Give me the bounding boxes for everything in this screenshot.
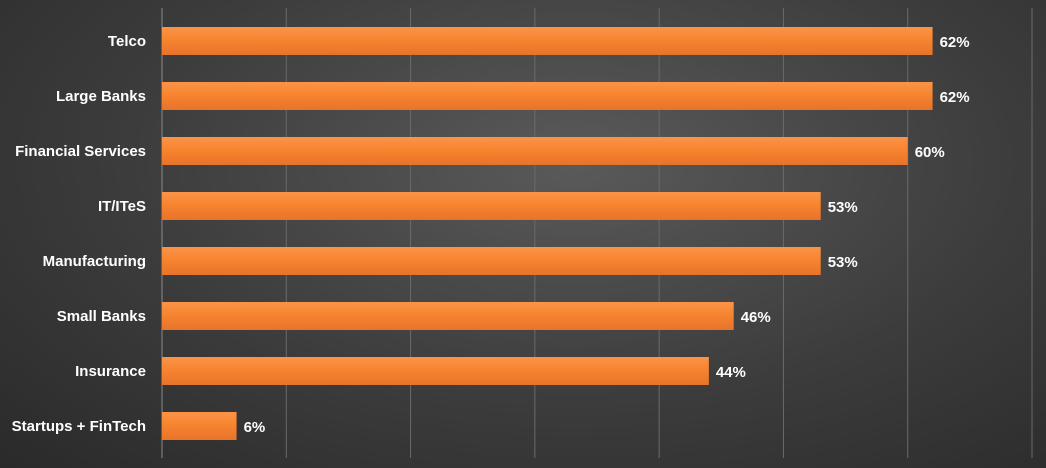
category-label: Small Banks [57, 308, 146, 325]
data-label: 53% [828, 199, 858, 216]
grid-lines [161, 8, 1033, 458]
data-label: 6% [244, 419, 266, 436]
category-label: Startups + FinTech [12, 418, 146, 435]
data-label: 60% [915, 144, 945, 161]
bars [162, 27, 933, 440]
category-label: Telco [108, 33, 146, 50]
bar [162, 302, 734, 330]
bar [162, 357, 709, 385]
data-label: 62% [940, 34, 970, 51]
category-label: IT/ITeS [98, 198, 146, 215]
data-label: 62% [940, 89, 970, 106]
data-label: 44% [716, 364, 746, 381]
bar [162, 412, 237, 440]
category-label: Insurance [75, 363, 146, 380]
data-label: 46% [741, 309, 771, 326]
bar [162, 82, 933, 110]
category-label: Manufacturing [43, 253, 146, 270]
category-label: Financial Services [15, 143, 146, 160]
labels: Telco 62% Large Banks 62% Financial Services… [12, 33, 970, 436]
category-label: Large Banks [56, 88, 146, 105]
bar [162, 137, 908, 165]
bar [162, 192, 821, 220]
bar [162, 247, 821, 275]
bar [162, 27, 933, 55]
data-label: 53% [828, 254, 858, 271]
